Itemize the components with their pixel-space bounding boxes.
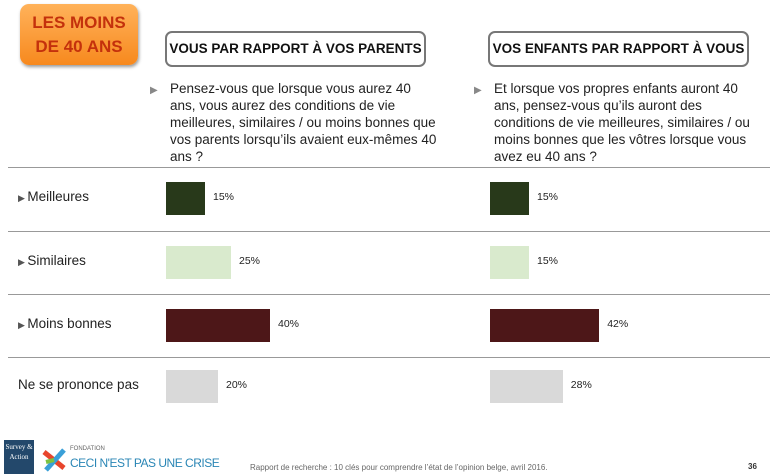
row-divider [8,167,770,168]
question-left: ▶ Pensez-vous que lorsque vous aurez 40 a… [150,80,440,165]
value-label: 40% [278,318,300,330]
row-label-text: Moins bonnes [27,316,112,331]
bar [166,370,218,403]
bar [490,309,600,342]
row-divider [8,357,770,358]
fondation-name: CECI N'EST PAS UNE CRISE [70,456,220,470]
value-label: 20% [226,379,248,391]
row-divider [8,294,770,295]
row-arrow-icon: ▶ [18,320,28,330]
bar [166,309,270,342]
survey-action-logo: Survey & Action [4,440,34,474]
bar [166,182,205,215]
row-label: ▶ Meilleures [18,189,89,204]
row-label-text: Meilleures [27,189,89,204]
chart-title-left: VOUS PAR RAPPORT À VOS PARENTS [165,31,426,67]
value-label: 42% [607,318,629,330]
badge-line: LES MOINS [32,13,126,32]
value-label: 28% [570,379,592,391]
row-label-text: Ne se prononce pas [18,377,139,392]
row-label: ▶ Similaires [18,253,86,268]
fondation-label: FONDATION [70,446,105,452]
bullet-arrow-icon: ▶ [150,85,158,96]
value-label: 15% [213,191,235,203]
chart-title-right: VOS ENFANTS PAR RAPPORT À VOUS [488,31,749,67]
value-label: 25% [239,255,261,267]
question-text: Pensez-vous que lorsque vous aurez 40 an… [170,81,437,164]
fondation-logo-icon [42,448,66,472]
bullet-arrow-icon: ▶ [474,85,482,96]
row-arrow-icon: ▶ [18,193,28,203]
value-label: 15% [537,191,559,203]
row-label: ▶ Moins bonnes [18,316,111,331]
row-label-text: Similaires [27,253,86,268]
page-number: 36 [748,462,757,471]
question-right: ▶ Et lorsque vos propres enfants auront 4… [474,80,754,165]
section-badge: LES MOINS DE 40 ANS [20,4,138,65]
bar [166,246,231,279]
question-text: Et lorsque vos propres enfants auront 40… [494,81,750,164]
row-label: Ne se prononce pas [18,377,139,392]
value-label: 15% [537,255,559,267]
bar [490,370,563,403]
badge-line: DE 40 ANS [35,37,123,56]
bar [490,246,529,279]
footer-text: Rapport de recherche : 10 clés pour comp… [250,463,548,472]
bar [490,182,529,215]
row-divider [8,231,770,232]
row-arrow-icon: ▶ [18,257,28,267]
